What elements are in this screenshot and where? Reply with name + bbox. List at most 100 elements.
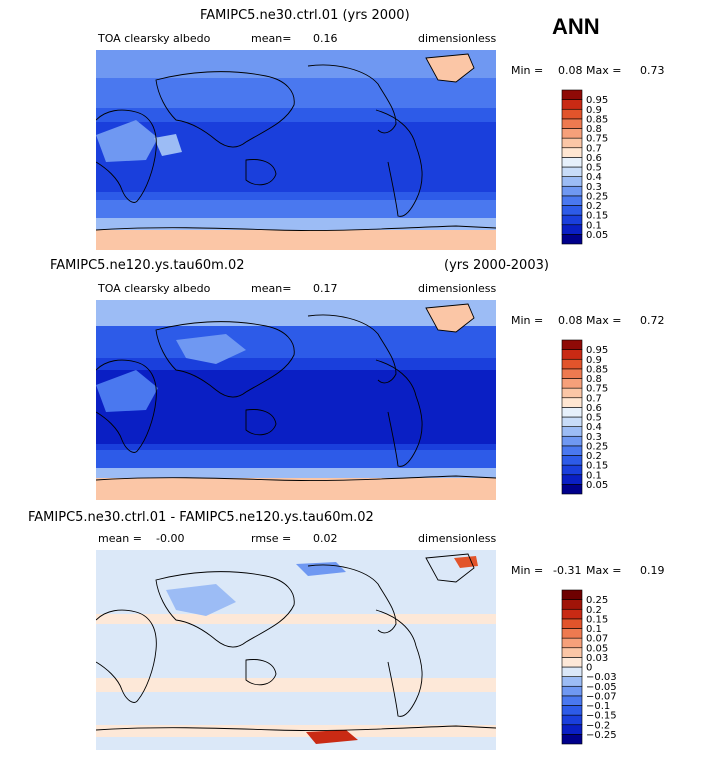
colorbar-2-tick-label: 0.8 bbox=[586, 374, 602, 385]
colorbar-1-swatch bbox=[561, 185, 583, 197]
colorbar-1-swatch bbox=[561, 137, 583, 149]
colorbar-1-tick-label: 0.15 bbox=[586, 211, 608, 222]
colorbar-3-tick-label: 0.15 bbox=[586, 614, 608, 625]
map3-antarctic-red bbox=[306, 730, 358, 744]
panel3-title: FAMIPC5.ne30.ctrl.01 - FAMIPC5.ne120.ys.… bbox=[28, 510, 374, 525]
map3-background bbox=[96, 550, 496, 750]
panel1-min-value: 0.08 bbox=[558, 64, 583, 77]
colorbar-1-tick-label: 0.3 bbox=[586, 182, 602, 193]
panel1-title: FAMIPC5.ne30.ctrl.01 (yrs 2000) bbox=[200, 8, 410, 23]
map2-asia bbox=[176, 334, 246, 364]
colorbar-3-swatch bbox=[561, 657, 583, 668]
map1-sahara bbox=[96, 120, 158, 162]
map3-greenland-red bbox=[454, 556, 478, 568]
colorbar-1-swatch bbox=[561, 128, 583, 139]
colorbar-3-tick-label: −0.05 bbox=[586, 682, 617, 693]
colorbar-3-tick-label: 0 bbox=[586, 663, 592, 674]
colorbar-2-tick-label: 0.7 bbox=[586, 393, 602, 404]
panel2-min-value: 0.08 bbox=[558, 314, 583, 327]
colorbar-2-swatch bbox=[561, 455, 583, 466]
colorbar-2-swatch bbox=[561, 387, 583, 399]
map-panel-2 bbox=[96, 300, 496, 500]
panel2-mean-value: 0.17 bbox=[313, 282, 338, 295]
colorbar-2-swatch bbox=[561, 464, 583, 476]
colorbar-2-tick-label: 0.05 bbox=[586, 480, 608, 491]
colorbar-3-swatch bbox=[561, 589, 583, 600]
panel3-mean-value: -0.00 bbox=[156, 532, 185, 545]
colorbar-1-swatch bbox=[561, 89, 583, 100]
panel1-min-label: Min = bbox=[511, 64, 544, 77]
colorbar-2-tick-label: 0.5 bbox=[586, 413, 602, 424]
colorbar-2-tick-label: 0.4 bbox=[586, 422, 602, 433]
colorbar-1-tick-label: 0.1 bbox=[586, 220, 602, 231]
colorbar-3-swatch bbox=[561, 599, 583, 610]
colorbar-3-tick-label: −0.1 bbox=[586, 701, 610, 712]
colorbar-2-swatch bbox=[561, 339, 583, 350]
colorbar-2-swatch bbox=[561, 407, 583, 418]
map1-antarctica bbox=[96, 230, 496, 250]
panel3-rmse-value: 0.02 bbox=[313, 532, 338, 545]
colorbar-1-swatch bbox=[561, 108, 583, 120]
colorbar-1-tick-label: 0.9 bbox=[586, 105, 602, 116]
colorbar-1-tick-label: 0.4 bbox=[586, 172, 602, 183]
colorbar-1-tick-label: 0.25 bbox=[586, 191, 608, 202]
colorbar-1-tick-label: 0.7 bbox=[586, 143, 602, 154]
panel3-min-label: Min = bbox=[511, 564, 544, 577]
colorbar-1-swatch bbox=[561, 234, 583, 245]
colorbar-3-swatch bbox=[561, 637, 583, 649]
colorbar-2-tick-label: 0.25 bbox=[586, 441, 608, 452]
colorbar-3-tick-label: 0.2 bbox=[586, 605, 602, 616]
panel1-units: dimensionless bbox=[418, 32, 497, 45]
map2-sahara bbox=[96, 370, 158, 412]
colorbar-1-swatch bbox=[561, 176, 583, 187]
map3-asia-blue bbox=[166, 584, 236, 616]
map3-band-a bbox=[96, 614, 496, 624]
colorbar-3-swatch bbox=[561, 734, 583, 745]
colorbar-2-swatch bbox=[561, 397, 583, 408]
colorbar-1: 0.050.10.150.20.250.30.40.50.60.70.750.8… bbox=[561, 89, 608, 245]
panel2-max-value: 0.72 bbox=[640, 314, 665, 327]
map2-coastlines bbox=[96, 303, 496, 481]
map1-south-mid bbox=[96, 200, 496, 220]
colorbar-3-tick-label: −0.15 bbox=[586, 711, 617, 722]
panel3-units: dimensionless bbox=[418, 532, 497, 545]
colorbar-2-swatch bbox=[561, 416, 583, 427]
colorbar-2-tick-label: 0.75 bbox=[586, 384, 608, 395]
map-panel-1 bbox=[96, 50, 496, 250]
colorbar-3: −0.25−0.2−0.15−0.1−0.07−0.05−0.0300.030.… bbox=[561, 589, 617, 745]
colorbar-2-tick-label: 0.1 bbox=[586, 470, 602, 481]
panel1-max-value: 0.73 bbox=[640, 64, 665, 77]
panel3-rmse-label: rmse = bbox=[251, 532, 292, 545]
colorbar-3-tick-label: −0.25 bbox=[586, 730, 617, 741]
colorbar-1-swatch bbox=[561, 157, 583, 168]
colorbar-1-tick-label: 0.6 bbox=[586, 153, 602, 164]
map1-greenland bbox=[426, 54, 474, 82]
map2-north-mid bbox=[96, 326, 496, 358]
colorbar-1-swatch bbox=[561, 99, 583, 110]
colorbar-2-tick-label: 0.2 bbox=[586, 451, 602, 462]
colorbar-1-swatch bbox=[561, 118, 583, 129]
colorbar-2: 0.050.10.150.20.250.30.40.50.60.70.750.8… bbox=[561, 339, 608, 495]
colorbar-3-tick-label: 0.03 bbox=[586, 653, 608, 664]
colorbar-2-swatch bbox=[561, 358, 583, 370]
panel2-max-label: Max = bbox=[586, 314, 622, 327]
colorbar-2-swatch bbox=[561, 378, 583, 389]
panel1-variable-label: TOA clearsky albedo bbox=[98, 32, 211, 45]
colorbar-3-tick-label: 0.25 bbox=[586, 595, 608, 606]
panel3-min-value: -0.31 bbox=[553, 564, 582, 577]
colorbar-1-swatch bbox=[561, 166, 583, 177]
colorbar-1-swatch bbox=[561, 224, 583, 235]
colorbar-3-tick-label: 0.1 bbox=[586, 624, 602, 635]
colorbar-3-tick-label: −0.07 bbox=[586, 691, 617, 702]
colorbar-3-swatch bbox=[561, 676, 583, 687]
panel2-units: dimensionless bbox=[418, 282, 497, 295]
colorbar-1-tick-label: 0.95 bbox=[586, 95, 608, 106]
colorbar-3-swatch bbox=[561, 666, 583, 677]
colorbar-2-tick-label: 0.3 bbox=[586, 432, 602, 443]
map2-south-ocean bbox=[96, 468, 496, 480]
colorbar-3-tick-label: −0.03 bbox=[586, 672, 617, 683]
colorbar-3-tick-label: 0.05 bbox=[586, 643, 608, 654]
colorbar-2-swatch bbox=[561, 426, 583, 437]
colorbar-2-swatch bbox=[561, 368, 583, 379]
colorbar-2-tick-label: 0.9 bbox=[586, 355, 602, 366]
